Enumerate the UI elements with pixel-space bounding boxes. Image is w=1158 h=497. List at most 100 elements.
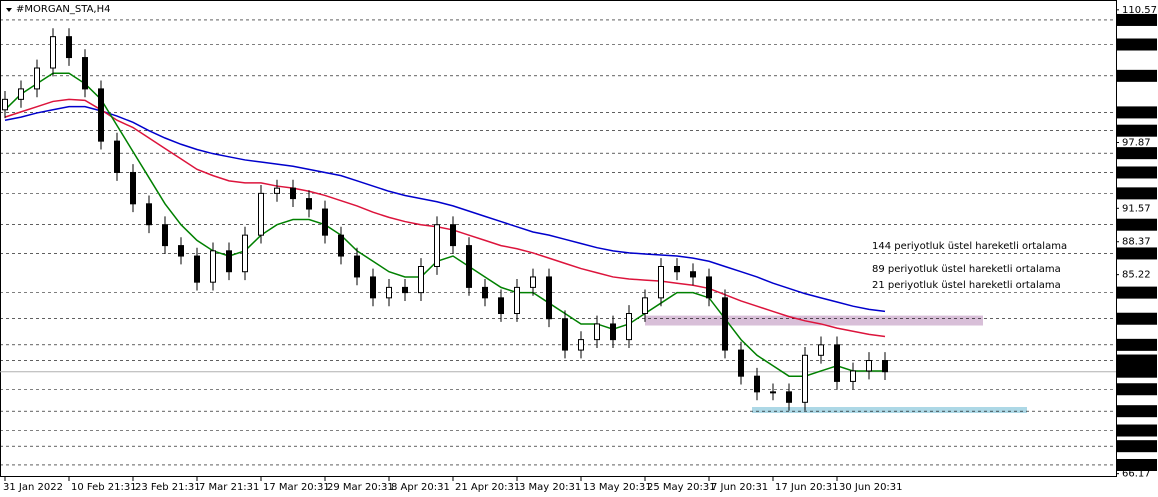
y-tick-box <box>1117 13 1157 26</box>
candle-body <box>690 271 696 278</box>
x-tick-label: 29 Mar 20:31 <box>327 482 394 493</box>
candle-body <box>882 360 888 373</box>
zone <box>752 407 1027 413</box>
x-tick-label: 23 Feb 21:31 <box>135 482 201 493</box>
y-tick-label: 67.00 <box>1120 460 1149 471</box>
candle-body <box>530 276 536 288</box>
candle-body <box>354 255 360 278</box>
y-tick-label: 78.50 <box>1120 340 1149 351</box>
y-tick-label: 96.85 <box>1120 148 1149 159</box>
candle-body <box>338 234 344 257</box>
y-tick-label: 107.25 <box>1120 40 1155 51</box>
y-tick-box <box>1117 458 1157 471</box>
y-tick-label: 109.60 <box>1120 15 1155 26</box>
candle-body <box>498 297 504 315</box>
y-tick-box <box>1117 247 1157 260</box>
candle-body <box>146 203 152 226</box>
x-tick-label: 25 May 20:31 <box>647 482 716 493</box>
y-tick-box <box>1117 354 1157 367</box>
candle-body <box>114 140 120 173</box>
y-tick-label: 72.15 <box>1120 406 1149 417</box>
y-tick-label: 81.00 <box>1120 314 1149 325</box>
x-tick-label: 7 Jun 20:31 <box>711 482 768 493</box>
candle-body <box>274 187 280 194</box>
candle-body <box>450 224 456 247</box>
y-tick-label: 77.00 <box>1120 356 1149 367</box>
candle-body <box>706 276 712 299</box>
candle-body <box>834 344 840 382</box>
x-tick-label: 30 Jun 20:31 <box>839 482 903 493</box>
candle-body <box>754 375 760 393</box>
x-tick-label: 8 Apr 20:31 <box>391 482 450 493</box>
candle-body <box>178 245 184 257</box>
y-tick-box <box>1117 440 1157 453</box>
candle-body <box>82 57 88 90</box>
y-tick-box <box>1117 106 1157 119</box>
y-tick-label: 99.00 <box>1120 126 1149 137</box>
ma-label: 89 periyotluk üstel hareketli ortalama <box>872 264 1061 275</box>
candle-body <box>226 250 232 273</box>
y-tick-box <box>1117 124 1157 137</box>
y-tick-label: 97.87 <box>1122 137 1151 148</box>
x-tick-label: 17 Mar 20:31 <box>263 482 330 493</box>
y-tick-box <box>1117 147 1157 160</box>
candle-body <box>722 297 728 351</box>
x-tick-label: 13 May 20:31 <box>583 482 652 493</box>
x-tick-label: 31 Jan 2022 <box>3 482 63 493</box>
candle-body <box>386 286 392 299</box>
candle-body <box>194 255 200 283</box>
candle-body <box>674 265 680 273</box>
y-tick-label: 74.25 <box>1120 384 1149 395</box>
candle-body <box>482 286 488 299</box>
y-tick-box <box>1117 338 1157 351</box>
candle-body <box>322 208 328 236</box>
plot-frame <box>0 0 1117 477</box>
y-tick-label: 110.57 <box>1122 5 1157 16</box>
candle-body <box>770 391 776 394</box>
y-tick-box <box>1117 218 1157 231</box>
y-tick-label: 83.50 <box>1120 288 1149 299</box>
candle-body <box>578 339 584 351</box>
moving-average <box>4 105 886 313</box>
y-tick-box <box>1117 424 1157 437</box>
y-tick-label: 87.25 <box>1120 248 1149 259</box>
candle-body <box>546 276 552 320</box>
y-tick-box <box>1117 286 1157 299</box>
candle-body <box>98 88 104 142</box>
y-tick-label: 93.00 <box>1120 188 1149 199</box>
candle-body <box>626 313 632 341</box>
candle-body <box>370 276 376 299</box>
candle-body <box>306 198 312 210</box>
y-tick-label: 95.00 <box>1120 167 1149 178</box>
y-tick-label: 66.17 <box>1122 469 1151 480</box>
y-tick-box <box>1117 312 1157 325</box>
candle-body <box>130 171 136 205</box>
candle-body <box>434 224 440 267</box>
menu-arrow <box>6 8 12 12</box>
candle-body <box>658 265 664 299</box>
y-tick-label: 104.25 <box>1120 71 1155 82</box>
moving-average <box>4 72 885 377</box>
x-tick-label: 10 Feb 21:31 <box>71 482 137 493</box>
y-tick-box <box>1117 69 1157 82</box>
candle-body <box>162 224 168 247</box>
last-price-label: 75.93 <box>1120 367 1149 378</box>
y-tick-box <box>1117 187 1157 200</box>
ma-label: 21 periyotluk üstel hareketli ortalama <box>872 280 1061 291</box>
candle-body <box>562 318 568 351</box>
last-price-box <box>1117 365 1157 378</box>
y-tick-label: 70.30 <box>1120 426 1149 437</box>
y-tick-box <box>1117 405 1157 418</box>
candle-body <box>866 360 872 372</box>
candle-body <box>610 323 616 341</box>
candle-body <box>258 192 264 236</box>
candle-body <box>418 265 424 294</box>
candle-body <box>402 286 408 294</box>
y-tick-label: 68.80 <box>1120 441 1149 452</box>
candle-body <box>290 187 296 200</box>
candle-body <box>18 88 24 100</box>
candle-body <box>818 344 824 356</box>
candle-body <box>786 391 792 403</box>
candle-body <box>642 297 648 315</box>
